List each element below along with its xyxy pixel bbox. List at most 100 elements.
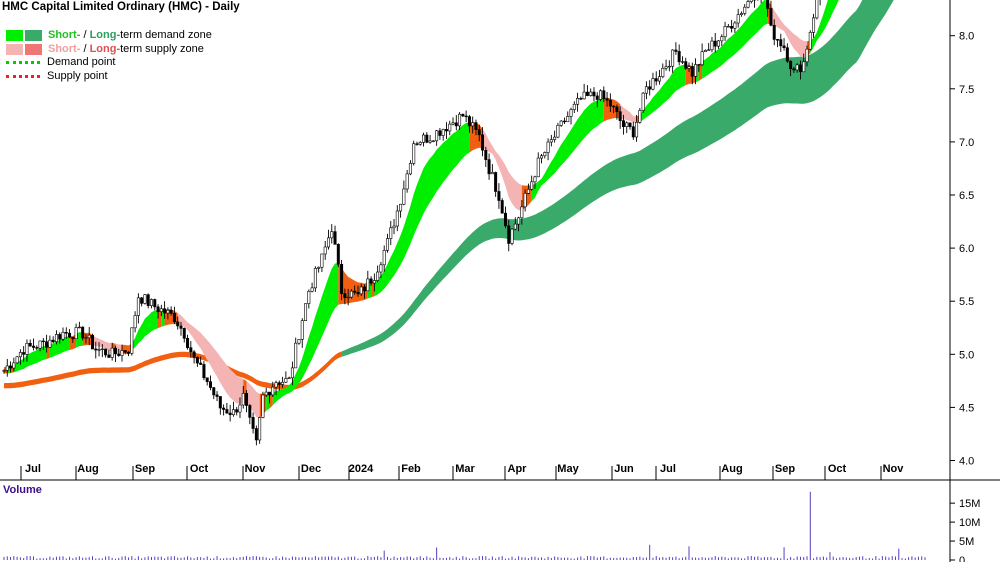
candle-body (408, 163, 412, 175)
candle-body (290, 367, 294, 379)
candle-body (225, 409, 229, 414)
candle-body (530, 181, 534, 190)
candle-body (245, 393, 249, 406)
candle-body (274, 382, 278, 388)
candle-body (697, 64, 701, 66)
candle-body (267, 391, 271, 396)
candle-body (792, 68, 796, 71)
short-term-zone-segment (246, 381, 260, 418)
legend-demand-point: Demand point (6, 56, 212, 70)
candle-body (635, 122, 639, 138)
candle-body (654, 78, 658, 82)
candle-body (438, 130, 442, 136)
candle-body (205, 377, 209, 382)
candle-body (45, 341, 49, 348)
candle-body (136, 297, 140, 316)
candle-body (248, 405, 252, 418)
candle-body (5, 365, 9, 371)
candle-body (795, 64, 799, 71)
candle-body (395, 210, 399, 227)
supply-point-line-icon (6, 74, 40, 78)
candle-body (746, 1, 750, 8)
candle-body (422, 134, 426, 143)
candle-body (710, 40, 714, 51)
legend-supply-rest: term supply zone (120, 42, 204, 55)
candle-body (340, 263, 344, 294)
candle-body (68, 332, 72, 338)
candle-body (628, 122, 632, 127)
short-term-zone-segment (46, 344, 50, 360)
candle-body (556, 125, 560, 138)
month-label: Nov (245, 463, 267, 475)
candle-body (100, 348, 104, 351)
candle-body (399, 203, 403, 212)
candle-body (451, 122, 455, 125)
legend-supply-point-label: Supply point (47, 69, 108, 82)
volume-tick-label: 5M (959, 536, 974, 548)
candle-body (441, 129, 445, 136)
candle-body (9, 365, 13, 369)
candle-body (195, 357, 199, 364)
candle-body (140, 297, 144, 304)
candle-body (602, 90, 606, 100)
short-term-zone-segment (272, 263, 339, 406)
candle-body (464, 115, 468, 118)
short-term-zone-segment (374, 122, 470, 297)
candle-body (592, 91, 596, 97)
candle-body (467, 116, 471, 127)
candle-body (123, 350, 127, 353)
candle-body (241, 393, 245, 406)
candle-body (376, 271, 380, 281)
candle-body (81, 326, 85, 339)
candle-body (382, 249, 386, 266)
candle-body (726, 26, 730, 28)
candle-body (743, 6, 747, 14)
candle-body (333, 231, 337, 245)
candle-body (189, 347, 193, 353)
candle-body (566, 116, 570, 123)
candle-body (510, 228, 514, 244)
short-term-zone-segment (371, 281, 375, 298)
candle-body (562, 120, 566, 123)
candle-body (631, 126, 635, 138)
candle-body (228, 412, 232, 416)
candle-body (651, 78, 655, 90)
candle-body (415, 143, 419, 145)
candle-body (798, 64, 802, 73)
price-tick-label: 4.5 (959, 402, 974, 414)
candle-body (533, 176, 537, 183)
candle-body (336, 244, 340, 265)
candle-body (169, 309, 173, 314)
candle-body (723, 26, 727, 38)
candle-body (546, 141, 550, 153)
month-label: Jun (614, 463, 634, 475)
candle-body (176, 321, 180, 327)
candle-body (294, 342, 298, 369)
volume-panel-label: Volume (3, 484, 42, 496)
candle-body (149, 299, 153, 306)
price-axis: 4.04.55.05.56.06.57.07.58.08.59.09.510.0… (950, 31, 974, 468)
candle-body (503, 212, 507, 227)
short-demand-swatch (6, 30, 23, 42)
candle-body (94, 348, 98, 351)
candle-body (238, 404, 242, 413)
short-term-zone-segment (158, 309, 162, 329)
candle-body (694, 64, 698, 77)
candle-body (31, 345, 35, 348)
candle-body (300, 320, 304, 340)
legend-demand-rest: term demand zone (120, 29, 212, 41)
candle-body (28, 342, 32, 347)
candle-body (717, 40, 721, 47)
candle-body (179, 325, 183, 329)
candle-body (585, 91, 589, 96)
candle-body (736, 14, 740, 24)
candle-body (707, 49, 711, 51)
month-label: Feb (401, 463, 421, 475)
candle-body (385, 238, 389, 251)
candle-body (163, 308, 167, 314)
candle-body (418, 142, 422, 145)
short-term-zone-segment (531, 97, 604, 202)
price-tick-label: 5.5 (959, 296, 974, 308)
candle-body (680, 61, 684, 63)
short-term-zone-segment (161, 309, 165, 327)
